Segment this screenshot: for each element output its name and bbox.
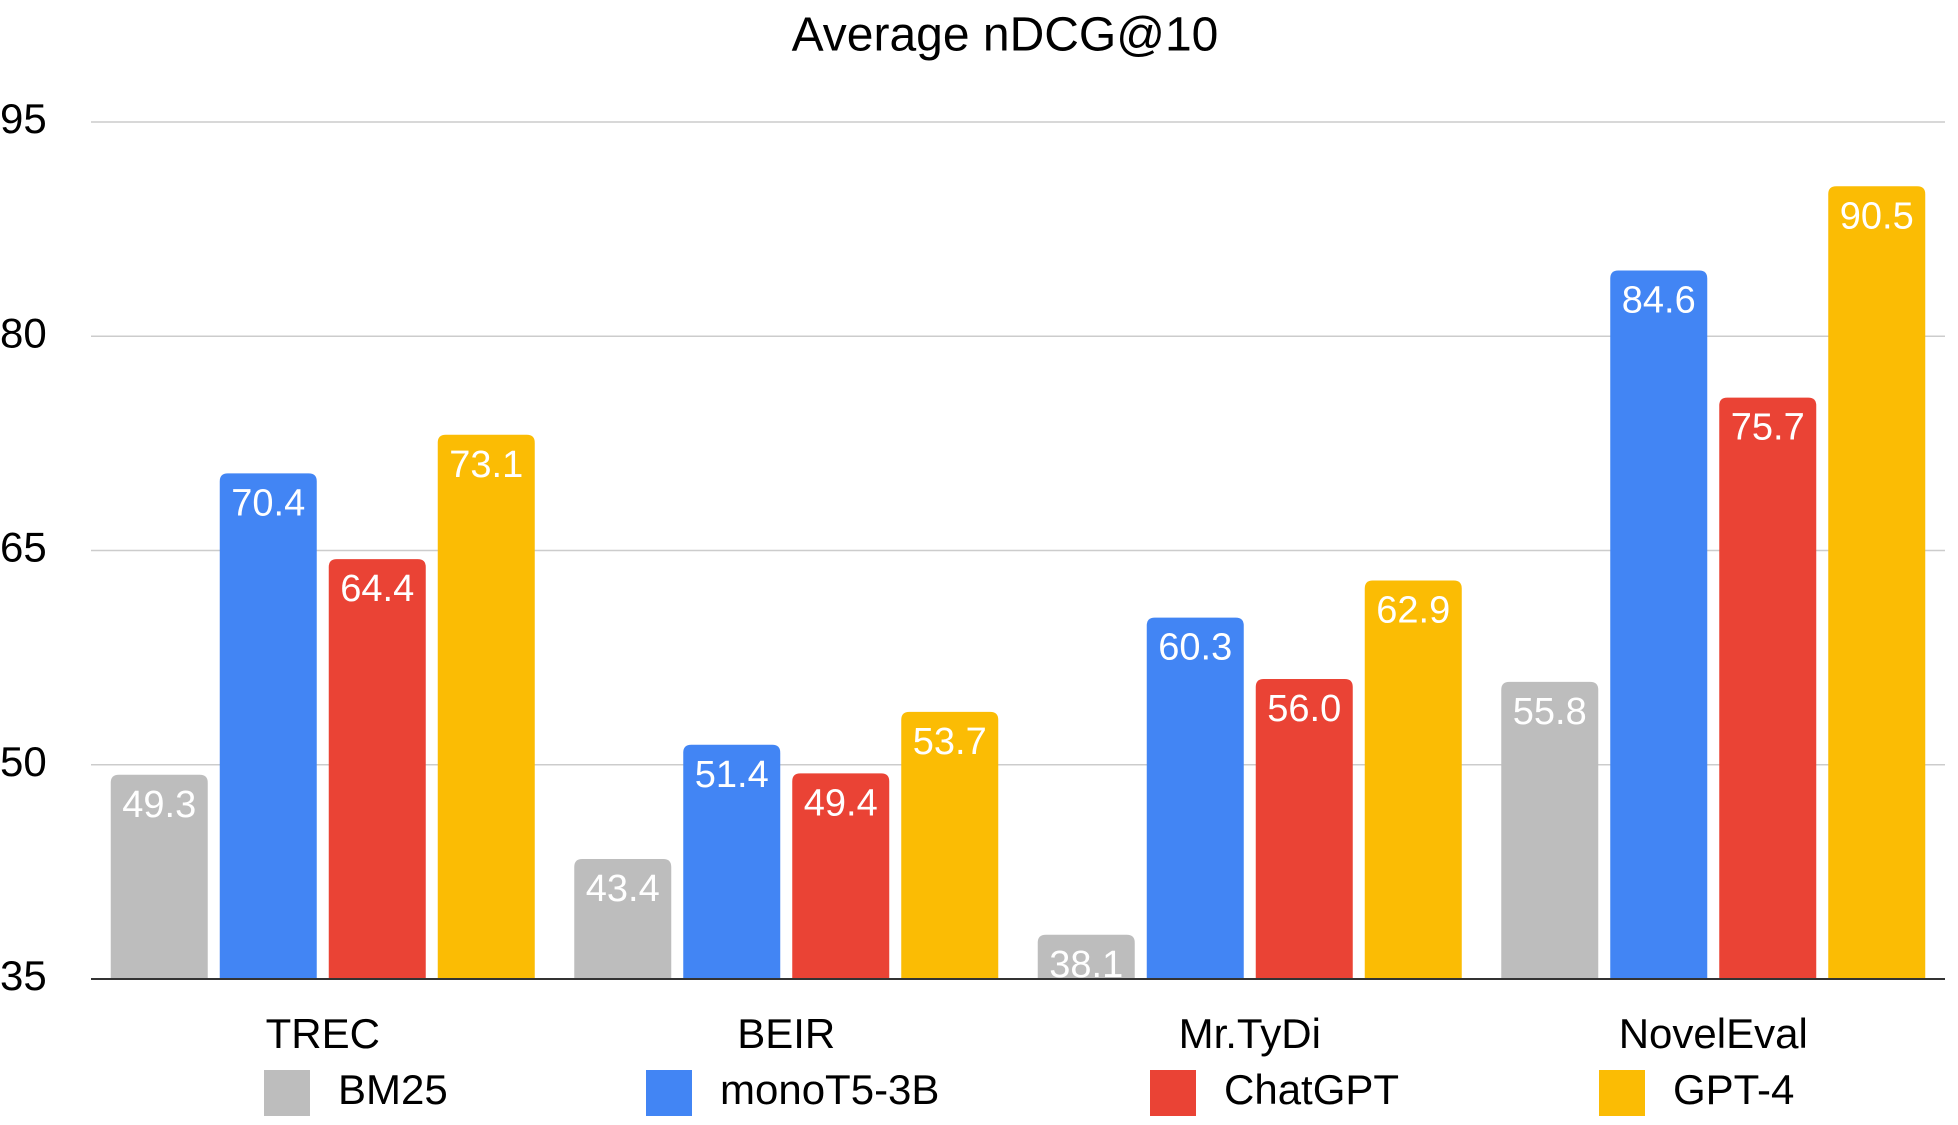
bar: [901, 711, 999, 979]
bar: [1364, 580, 1462, 979]
legend-label: monoT5-3B: [720, 1066, 939, 1113]
value-label: 70.4: [231, 482, 305, 524]
legend-label: BM25: [338, 1066, 448, 1113]
y-tick-label: 65: [0, 524, 47, 571]
x-tick-label: BEIR: [737, 1010, 835, 1057]
bar: [328, 559, 426, 979]
y-tick-label: 80: [0, 309, 47, 356]
legend-label: GPT-4: [1673, 1066, 1794, 1113]
bar: [1828, 186, 1926, 979]
value-label: 60.3: [1158, 627, 1232, 669]
bar: [1610, 270, 1708, 980]
x-tick-label: NovelEval: [1619, 1010, 1808, 1057]
value-label: 75.7: [1731, 407, 1805, 449]
bar: [219, 473, 317, 979]
y-tick-label: 95: [0, 95, 47, 142]
value-label: 84.6: [1622, 280, 1696, 322]
bar: [1146, 617, 1244, 979]
legend-swatch: [646, 1070, 692, 1116]
value-label: 53.7: [913, 721, 987, 763]
bar: [574, 859, 672, 979]
bar: [110, 774, 208, 979]
bar: [1719, 397, 1817, 979]
legend-swatch: [1150, 1070, 1196, 1116]
value-label: 49.3: [122, 784, 196, 826]
bar: [683, 744, 781, 979]
bar: [437, 434, 535, 979]
bar: [1255, 679, 1353, 979]
y-tick-label: 50: [0, 738, 47, 785]
bar: [1501, 681, 1599, 979]
value-label: 51.4: [695, 754, 769, 796]
value-label: 49.4: [804, 782, 878, 824]
x-tick-label: TREC: [266, 1010, 380, 1057]
value-label: 62.9: [1376, 590, 1450, 632]
y-tick-label: 35: [0, 952, 47, 999]
value-label: 56.0: [1267, 688, 1341, 730]
legend-swatch: [264, 1070, 310, 1116]
legend-label: ChatGPT: [1224, 1066, 1399, 1113]
value-label: 55.8: [1513, 691, 1587, 733]
x-tick-label: Mr.TyDi: [1179, 1010, 1321, 1057]
legend-swatch: [1599, 1070, 1645, 1116]
value-label: 90.5: [1840, 195, 1914, 237]
value-label: 73.1: [449, 444, 523, 486]
value-label: 43.4: [586, 868, 660, 910]
bar: [792, 773, 890, 979]
bar: [1037, 934, 1135, 979]
value-label: 64.4: [340, 568, 414, 610]
chart-title: Average nDCG@10: [792, 9, 1219, 62]
